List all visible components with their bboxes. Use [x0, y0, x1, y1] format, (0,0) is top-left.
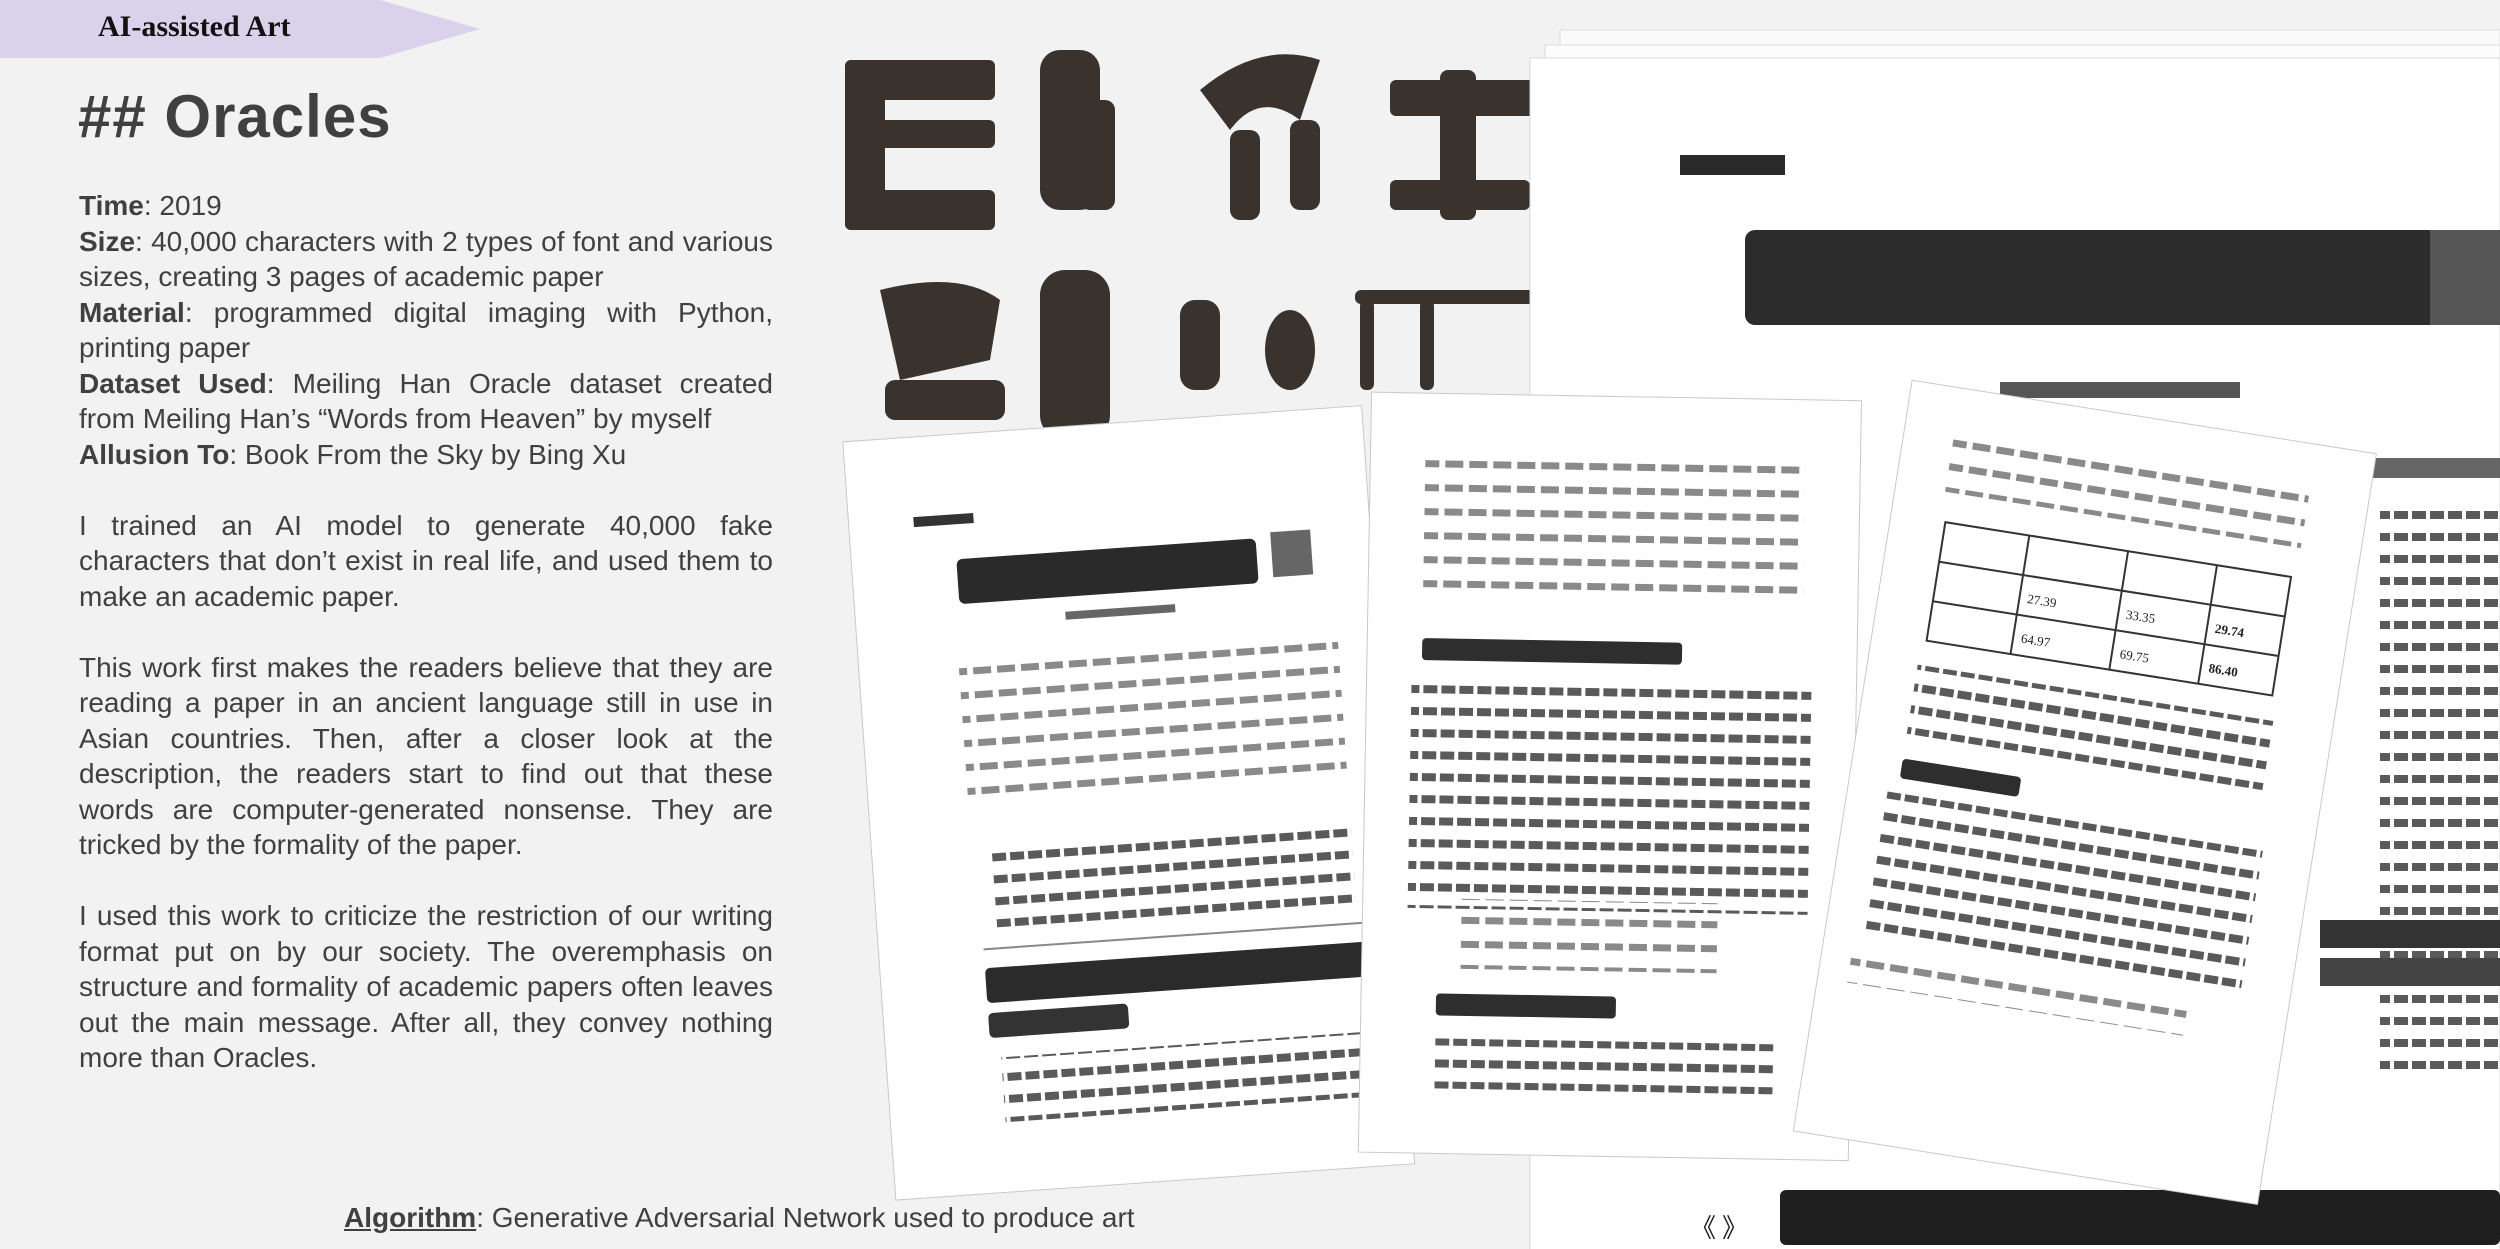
dataset-line: Dataset Used: Meiling Han Oracle dataset…: [79, 367, 774, 435]
artwork-bracket: 《: [1690, 1214, 1716, 1244]
large-characters: [845, 50, 1540, 440]
page-title: ## Oracles: [78, 83, 392, 150]
paper-page-1: [842, 405, 1416, 1201]
material-line: Material: programmed digital imaging wit…: [79, 296, 773, 364]
table-cell: 29.74: [2214, 621, 2246, 640]
artwork-bracket: 》: [1722, 1214, 1748, 1244]
time-line: Time: 2019: [79, 190, 222, 221]
table-cell: 69.75: [2119, 646, 2150, 665]
table-cell: 27.39: [2026, 591, 2057, 610]
paper-page-3: 27.39 33.35 64.97 69.75 29.74 86.40: [1792, 379, 2377, 1206]
table-cell: 86.40: [2208, 660, 2239, 679]
table-cell: 33.35: [2125, 607, 2156, 626]
paragraph-2: This work first makes the readers believ…: [79, 651, 773, 861]
section-banner-label: AI-assisted Art: [98, 10, 291, 43]
description-text: Time: 2019 Size: 40,000 characters with …: [79, 188, 773, 1076]
allusion-line: Allusion To: Book From the Sky by Bing X…: [79, 438, 627, 470]
algorithm-caption: Algorithm: Generative Adversarial Networ…: [344, 1202, 1135, 1233]
data-table: [1925, 521, 2293, 697]
paragraph-1: I trained an AI model to generate 40,000…: [79, 509, 773, 612]
table-cell: 64.97: [2020, 631, 2052, 650]
paragraph-3: I used this work to criticize the restri…: [79, 900, 773, 1073]
section-banner: [0, 0, 480, 58]
size-line: Size: 40,000 characters with 2 types of …: [79, 225, 773, 293]
paper-page-2: [1357, 391, 1863, 1162]
